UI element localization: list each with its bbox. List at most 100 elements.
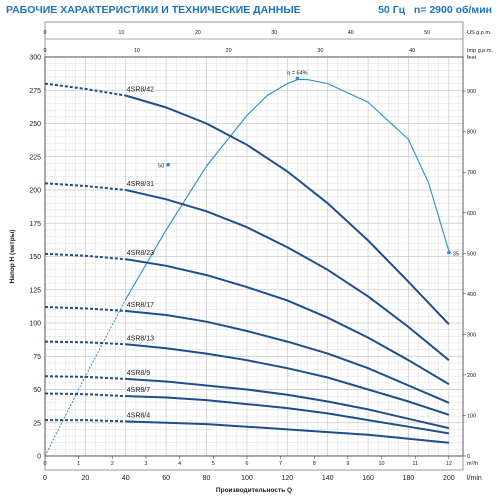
chart-title: РАБОЧИЕ ХАРАКТЕРИСТИКИ И ТЕХНИЧЕСКИЕ ДАН…: [6, 4, 301, 16]
curve-dashed-segment: [44, 252, 126, 261]
y-axis-title: Напор H (метры): [9, 230, 16, 284]
curve-label: 4SR8/4: [127, 412, 150, 419]
curve-label: 4SR8/7: [127, 387, 150, 394]
y-tick-label: 125: [29, 287, 41, 294]
curve-dashed-segment: [45, 419, 126, 423]
imp-gpm-tick-label: 40: [409, 48, 415, 54]
imp-gpm-tick-label: 20: [226, 48, 232, 54]
y-tick-label: 150: [29, 254, 41, 261]
y-feet-tick-label: 300: [467, 332, 476, 338]
efficiency-marker-label: 35: [453, 252, 459, 258]
y-feet-tick-label: 600: [467, 211, 476, 217]
curve-label: 4SR8/42: [127, 87, 154, 94]
curve-dashed-segment: [44, 375, 126, 380]
imp-gpm-unit-label: Imp g.p.m.: [467, 48, 493, 54]
us-gpm-tick-label: 30: [271, 30, 277, 36]
us-gpm-unit-label: US g.p.m.: [467, 30, 492, 36]
y-feet-tick-label: 400: [467, 292, 476, 298]
us-gpm-tick-label: 0: [43, 30, 46, 36]
m3h-tick-label: 7: [279, 461, 282, 467]
x-unit-label: l/min: [467, 475, 482, 482]
bottom-axes-frame: [44, 455, 464, 471]
y-tick-label: 100: [29, 321, 41, 328]
curve-label: 4SR8/9: [127, 370, 150, 377]
efficiency-marker-label: 50: [158, 164, 164, 170]
x-tick-label: 200: [443, 475, 455, 482]
m3h-tick-label: 3: [144, 461, 147, 467]
curve-4SR8-4: [125, 420, 449, 444]
y-tick-label: 75: [33, 354, 41, 361]
m3h-tick-label: 5: [212, 461, 215, 467]
x-tick-label: 120: [281, 475, 293, 482]
x-axis-title: Производительность Q: [216, 487, 292, 494]
frequency-label: 50 Гц: [378, 4, 406, 16]
y-tick-label: 50: [33, 387, 41, 394]
x-tick-label: 180: [403, 475, 415, 482]
y-feet-tick-label: 200: [467, 373, 476, 379]
curve-4SR8-23: [125, 258, 450, 386]
x-tick-label: 20: [81, 475, 89, 482]
curve-dashed-segment: [44, 340, 126, 346]
imp-gpm-tick-label: 10: [134, 48, 140, 54]
curve-dashed-segment: [44, 82, 126, 97]
curve-4SR8-17: [125, 310, 450, 404]
m3h-tick-label: 2: [111, 461, 114, 467]
y-feet-tick-label: 800: [467, 130, 476, 136]
x-tick-label: 0: [43, 475, 47, 482]
y-feet-tick-label: 500: [467, 251, 476, 257]
y-tick-label: 300: [29, 55, 41, 62]
m3h-tick-label: 8: [313, 461, 316, 467]
curve-label: 4SR8/23: [127, 250, 154, 257]
y-tick-label: 225: [29, 154, 41, 161]
curve-dashed-segment: [44, 306, 126, 312]
m3h-tick-label: 10: [378, 461, 384, 467]
y-tick-label: 0: [37, 454, 41, 461]
y-feet-tick-label: 700: [467, 170, 476, 176]
m3h-tick-label: 12: [446, 461, 452, 467]
us-gpm-tick-label: 50: [424, 30, 430, 36]
curve-4SR8-7: [125, 395, 450, 435]
curve-4SR8-9: [125, 377, 450, 430]
curve-dashed-segment: [44, 182, 126, 191]
m3h-tick-label: 9: [346, 461, 349, 467]
y-feet-tick-label: 900: [467, 89, 476, 95]
curve-label: 4SR8/17: [127, 302, 154, 309]
m3h-tick-label: 11: [412, 461, 418, 467]
curve-4SR8-42: [125, 94, 450, 325]
efficiency-marker: [447, 250, 451, 255]
y-tick-label: 25: [33, 420, 41, 427]
curve-dashed-segment: [44, 392, 126, 398]
y-tick-label: 250: [29, 121, 41, 128]
speed-info: 50 Гц n= 2900 об/мин: [378, 4, 492, 16]
curve-4SR8-31: [125, 189, 450, 361]
x-tick-label: 140: [322, 475, 334, 482]
curve-label: 4SR8/31: [127, 181, 154, 188]
top-axes-frame: [44, 21, 464, 58]
m3h-tick-label: 6: [245, 461, 248, 467]
efficiency-marker-label: η = 64%: [287, 70, 307, 76]
y-feet-tick-label: 0: [467, 454, 470, 460]
y-feet-tick-label: 100: [467, 413, 476, 419]
us-gpm-tick-label: 10: [118, 30, 124, 36]
us-gpm-tick-label: 20: [195, 30, 201, 36]
feet-unit-label: feet: [467, 55, 477, 61]
x-tick-label: 60: [162, 475, 170, 482]
x-tick-label: 80: [203, 475, 211, 482]
m3h-tick-label: 1: [77, 461, 80, 467]
m3h-tick-label: 4: [178, 461, 181, 467]
imp-gpm-tick-label: 30: [317, 48, 323, 54]
efficiency-marker: [166, 162, 170, 167]
curve-label: 4SR8/13: [127, 335, 154, 342]
y-tick-label: 275: [29, 88, 41, 95]
y-tick-label: 175: [29, 221, 41, 228]
m3h-unit-label: m³/h: [467, 461, 478, 467]
us-gpm-tick-label: 40: [348, 30, 354, 36]
efficiency-marker: [295, 76, 300, 81]
x-tick-label: 160: [362, 475, 374, 482]
y-tick-label: 200: [29, 188, 41, 195]
m3h-tick-label: 0: [43, 461, 46, 467]
speed-label: n= 2900 об/мин: [413, 4, 492, 16]
imp-gpm-tick-label: 0: [43, 48, 46, 54]
